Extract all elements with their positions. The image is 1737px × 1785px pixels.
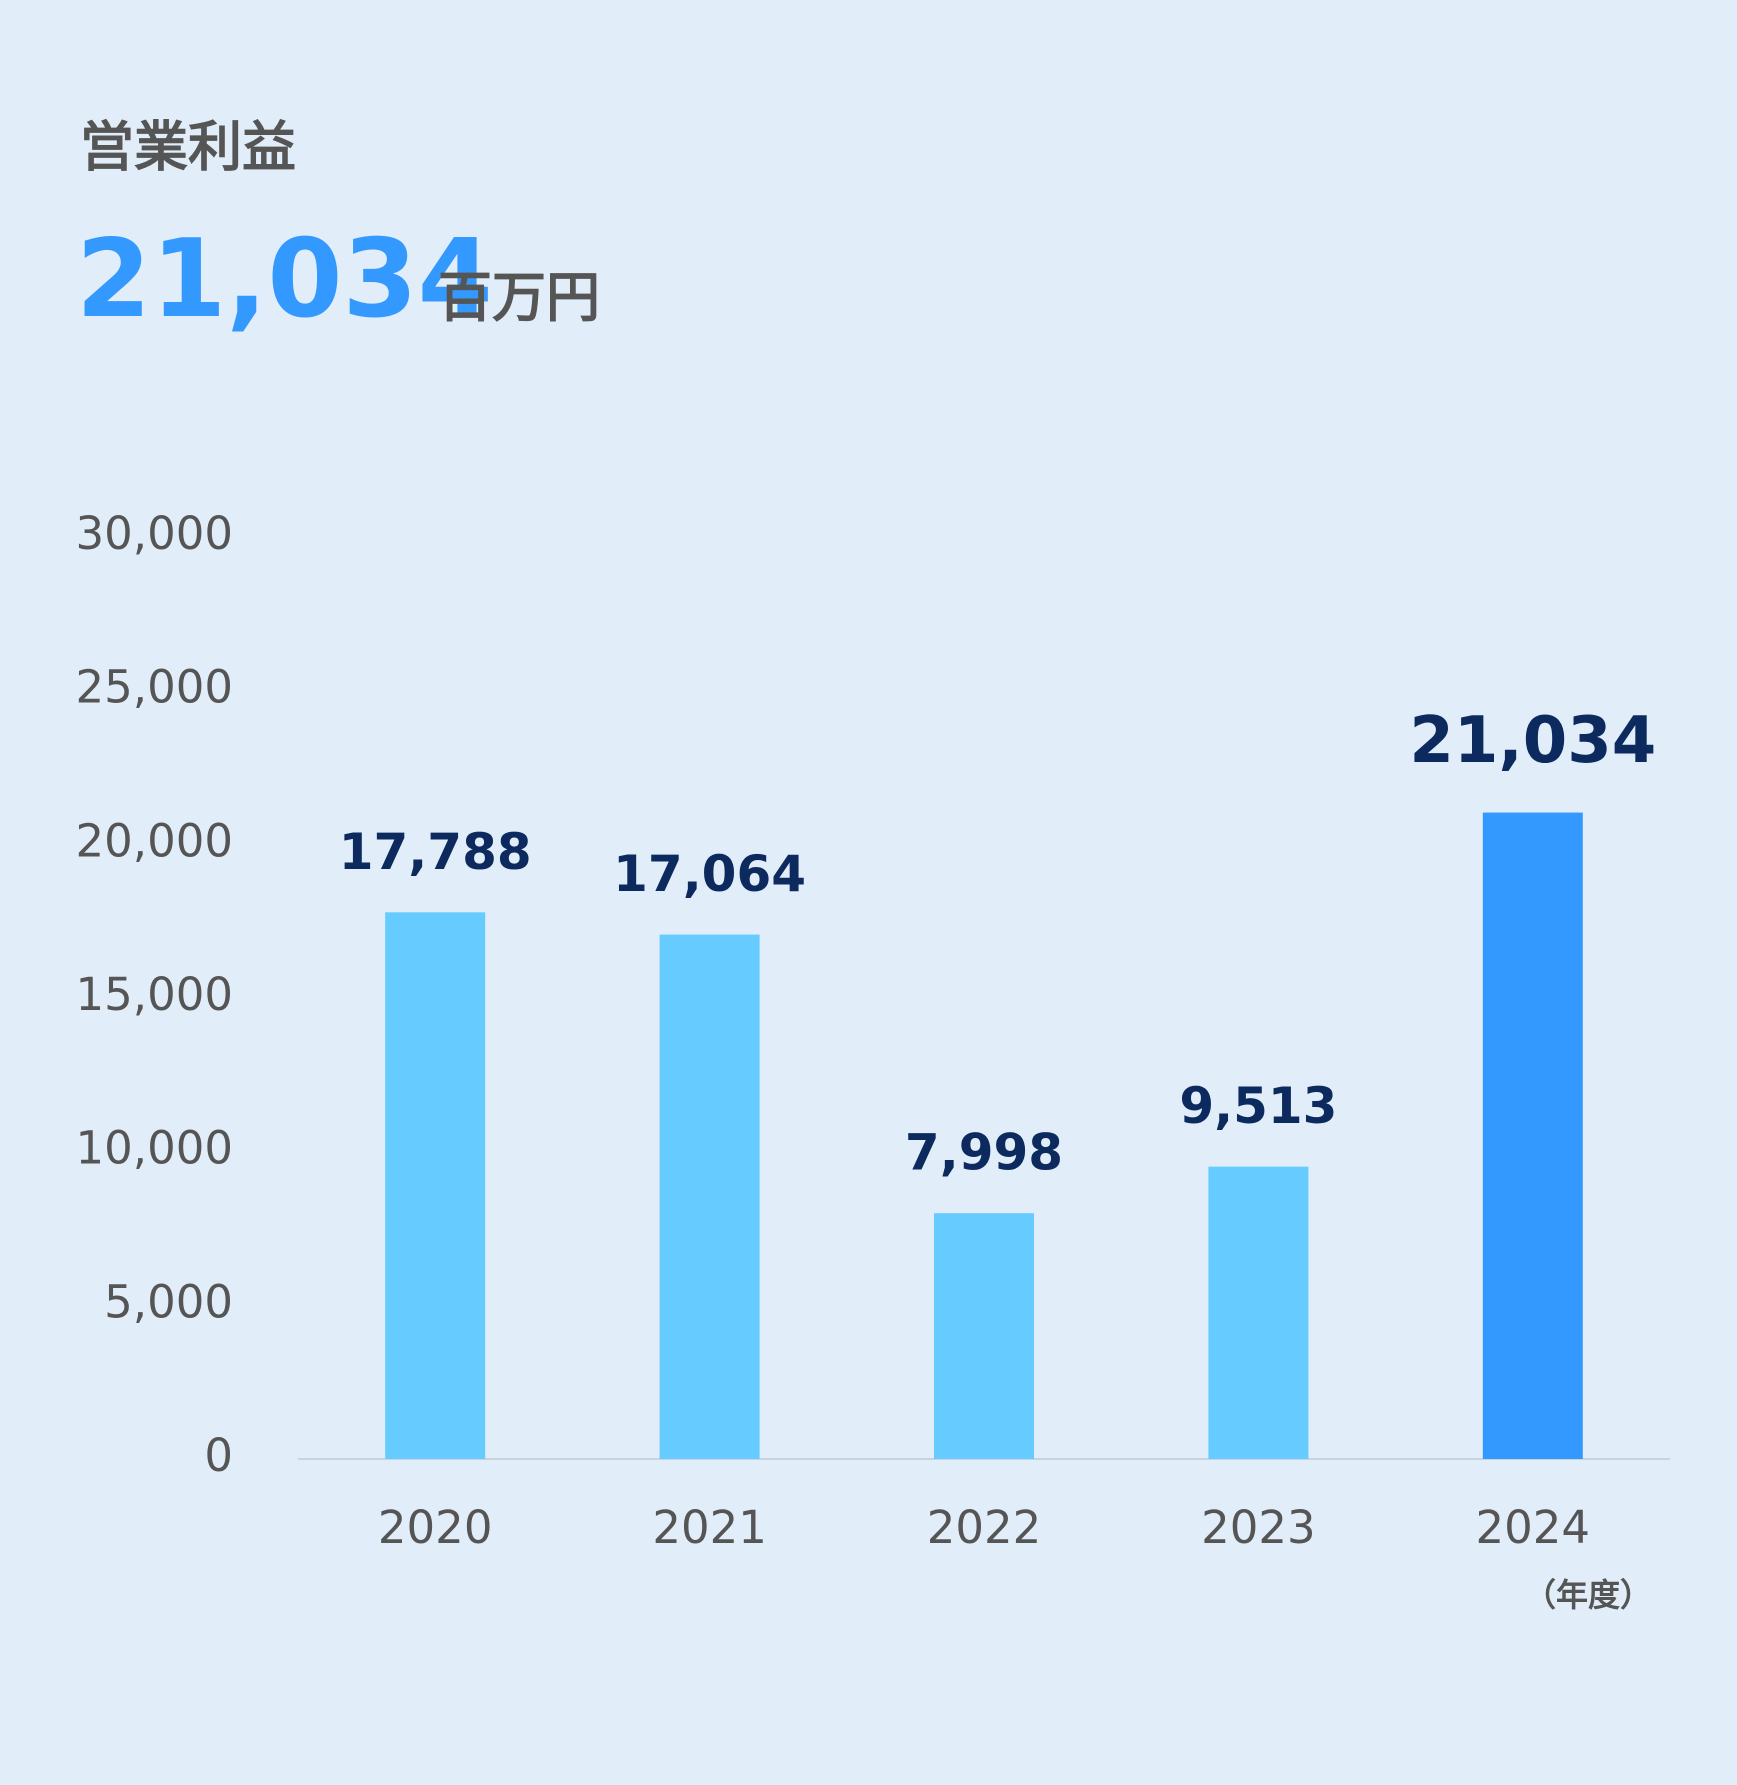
x-tick-label: 2021 — [652, 1501, 767, 1554]
x-tick-label: 2024 — [1476, 1501, 1591, 1554]
bar — [934, 1213, 1034, 1459]
x-tick-label: 2023 — [1201, 1501, 1316, 1554]
value-label: 7,998 — [905, 1124, 1063, 1182]
value-label: 9,513 — [1179, 1077, 1337, 1135]
bar — [659, 934, 760, 1459]
chart-title: 営業利益 — [80, 116, 296, 179]
headline-value: 21,034 — [76, 217, 493, 342]
value-label: 17,064 — [613, 845, 806, 903]
bar — [1482, 812, 1583, 1459]
y-tick-label: 20,000 — [76, 814, 233, 867]
value-label: 21,034 — [1409, 704, 1656, 778]
y-tick-label: 5,000 — [104, 1275, 233, 1328]
x-tick-label: 2022 — [927, 1501, 1042, 1554]
y-tick-label: 30,000 — [76, 507, 233, 560]
y-tick-label: 25,000 — [76, 661, 233, 714]
headline-unit: 百万円 — [438, 266, 600, 329]
value-label: 17,788 — [339, 823, 532, 881]
bar — [385, 912, 486, 1459]
y-tick-label: 15,000 — [76, 968, 233, 1021]
x-tick-label: 2020 — [378, 1501, 493, 1554]
y-tick-label: 10,000 — [76, 1122, 233, 1175]
y-tick-label: 0 — [204, 1429, 233, 1482]
bar — [1208, 1166, 1309, 1459]
x-unit: （年度） — [1524, 1576, 1652, 1614]
